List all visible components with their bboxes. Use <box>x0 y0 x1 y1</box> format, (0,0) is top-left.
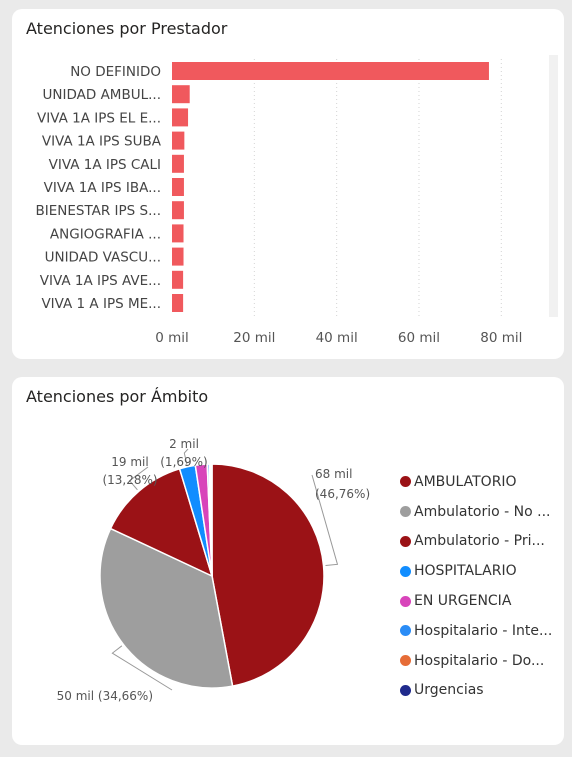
leader-line <box>183 448 189 465</box>
bar-chart[interactable]: 0 mil 20 mil 40 mil 60 mil 80 mil NO DEFINIDO… <box>12 9 564 359</box>
pie-chart-title: Atenciones por Ámbito <box>26 387 209 406</box>
category-label: UNIDAD VASCU... <box>45 250 161 266</box>
legend-item[interactable]: Hospitalario - Inte... <box>400 616 552 646</box>
bar <box>172 247 184 266</box>
bar <box>172 108 189 127</box>
legend-item[interactable]: Ambulatorio - Pri... <box>400 527 552 557</box>
legend-item[interactable]: EN URGENCIA <box>400 586 552 616</box>
leader-line <box>311 474 339 566</box>
category-label: UNIDAD AMBUL... <box>43 87 161 103</box>
pie-data-label-percent: (13,28%) <box>102 473 157 487</box>
x-tick-label: 80 mil <box>480 330 522 346</box>
pie-data-label-value: 2 mil <box>169 437 199 451</box>
legend-marker <box>400 684 411 696</box>
legend-item[interactable]: Hospitalario - Do... <box>400 646 552 676</box>
pie-data-label-value: 19 mil <box>111 455 148 469</box>
bar-chart-title: Atenciones por Prestador <box>26 19 228 38</box>
legend-label: HOSPITALARIO <box>414 563 517 580</box>
pie-slice <box>99 527 234 689</box>
category-label: BIENESTAR IPS S... <box>35 203 161 219</box>
bar <box>172 178 184 196</box>
legend-marker <box>400 625 411 637</box>
legend-label: Ambulatorio - No ... <box>414 503 551 520</box>
legend-marker <box>400 655 411 667</box>
x-tick-label: 40 mil <box>316 330 358 346</box>
category-label: VIVA 1A IPS EL E... <box>37 110 161 126</box>
category-label: ANGIOGRAFIA ... <box>50 226 161 242</box>
legend-item[interactable]: Ambulatorio - No ... <box>400 497 552 527</box>
legend-label: Urgencias <box>414 682 484 699</box>
pie-slice <box>211 463 325 687</box>
x-tick-label: 0 mil <box>155 330 189 346</box>
pie-data-label-percent: (46,76%) <box>315 487 370 501</box>
bar <box>172 85 190 104</box>
x-tick-label: 60 mil <box>398 330 440 346</box>
x-tick-label: 20 mil <box>233 330 275 346</box>
pie-data-label-value: 68 mil <box>315 467 352 481</box>
legend-label: Ambulatorio - Pri... <box>414 533 545 550</box>
leader-line <box>128 466 149 491</box>
scrollbar-track <box>549 55 558 317</box>
pie-slice <box>209 463 213 577</box>
legend-label: EN URGENCIA <box>414 593 512 610</box>
category-label: VIVA 1A IPS IBA... <box>44 180 161 196</box>
pie-data-label-value: 50 mil (34,66%) <box>57 689 153 703</box>
bar <box>172 154 184 173</box>
pie-data-label-percent: (1,69%) <box>160 455 207 469</box>
bar <box>172 270 184 289</box>
category-label: VIVA 1A IPS CALI <box>49 157 161 173</box>
legend-item[interactable]: AMBULATORIO <box>400 467 552 497</box>
leader-line <box>111 645 173 691</box>
legend-label: AMBULATORIO <box>414 473 517 490</box>
category-label: VIVA 1A IPS AVE... <box>40 273 161 289</box>
category-label: VIVA 1 A IPS ME... <box>41 296 161 312</box>
bar <box>172 224 184 243</box>
bar <box>172 131 185 150</box>
legend-item[interactable]: Urgencias <box>400 676 552 706</box>
ambito-chart-card: Atenciones por Ámbito 68 mil (46,76%) 50 m… <box>12 377 564 745</box>
legend-marker <box>400 476 411 488</box>
pie-slice <box>109 467 214 578</box>
pie-chart[interactable]: 68 mil (46,76%) 50 mil (34,66%) 19 mil (13,2… <box>12 377 564 745</box>
legend-marker <box>400 595 411 607</box>
category-label: VIVA 1A IPS SUBA <box>42 134 162 150</box>
legend-label: Hospitalario - Do... <box>414 652 545 669</box>
prestador-chart-card: Atenciones por Prestador 0 mil 20 mil 40 m… <box>12 9 564 359</box>
legend-label: Hospitalario - Inte... <box>414 622 553 639</box>
legend-marker <box>400 565 411 577</box>
bar <box>172 62 489 80</box>
pie-legend: AMBULATORIO Ambulatorio - No ... Ambulator… <box>400 467 552 705</box>
category-label: NO DEFINIDO <box>70 64 161 80</box>
legend-item[interactable]: HOSPITALARIO <box>400 556 552 586</box>
legend-marker <box>400 535 411 547</box>
legend-marker <box>400 506 411 518</box>
bar <box>172 201 184 220</box>
bar <box>172 294 184 312</box>
